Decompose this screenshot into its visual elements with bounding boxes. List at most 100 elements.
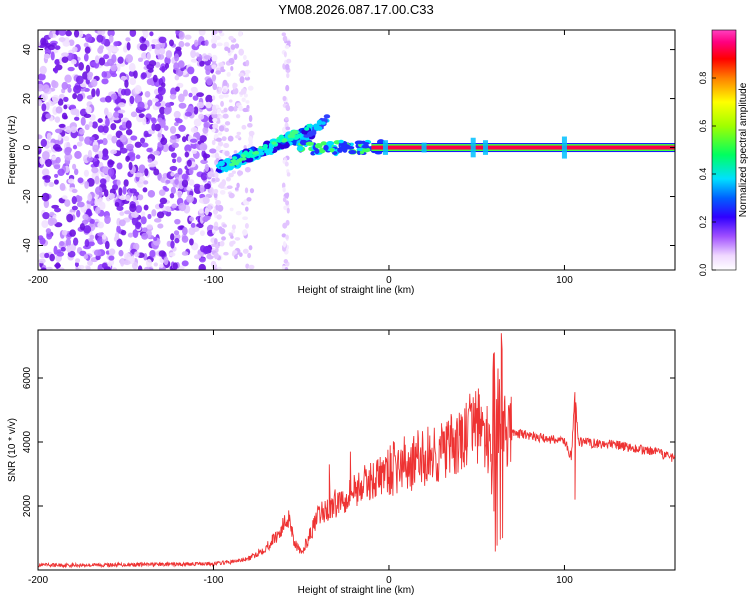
noise-fade-blob: [238, 30, 243, 37]
noise-blob: [87, 193, 93, 202]
noise-blob: [184, 42, 191, 47]
noise-blob: [146, 64, 155, 70]
noise-blob: [53, 164, 61, 170]
noise-blob: [135, 205, 143, 213]
noise-blob: [109, 34, 114, 43]
noise-fade-blob: [219, 240, 225, 247]
noise-blob: [63, 104, 68, 110]
noise-blob: [175, 118, 183, 124]
noise-blob: [178, 102, 187, 109]
noise-fade-blob: [219, 115, 224, 119]
noise-blob: [94, 55, 100, 64]
noise-column-blob: [286, 72, 290, 79]
snr-series-line: [38, 333, 675, 569]
noise-blob: [83, 169, 89, 177]
noise-blob: [84, 239, 90, 248]
ridge-core-blob: [230, 162, 236, 167]
noise-blob: [58, 37, 66, 42]
noise-blob: [82, 213, 89, 221]
noise-fade-blob: [218, 94, 225, 100]
noise-fade-blob: [219, 189, 226, 195]
noise-fade-blob: [228, 192, 235, 199]
noise-blob: [114, 202, 120, 207]
snr-y-tick-label: 4000: [22, 430, 33, 453]
noise-blob: [57, 134, 62, 141]
noise-fade-blob: [242, 229, 248, 236]
ridge-blob: [217, 160, 225, 167]
noise-blob: [118, 219, 126, 227]
noise-blob: [94, 175, 100, 185]
noise-blob: [50, 51, 55, 61]
noise-blob: [85, 265, 91, 270]
noise-fade-blob: [228, 35, 234, 41]
noise-blob: [192, 95, 199, 101]
spectrogram-x-label: Height of straight line (km): [298, 285, 415, 296]
noise-blob: [54, 59, 60, 66]
noise-column-blob: [286, 40, 291, 46]
noise-blob: [123, 260, 131, 266]
noise-blob: [74, 116, 80, 121]
noise-blob: [84, 33, 93, 43]
noise-blob: [189, 138, 198, 143]
ridge-core-blob: [276, 138, 282, 143]
noise-blob: [199, 60, 205, 67]
noise-blob: [118, 187, 123, 196]
noise-fade-blob: [227, 135, 234, 142]
noise-column-blob: [282, 35, 288, 42]
figure-title: YM08.2026.087.17.00.C33: [278, 2, 433, 17]
noise-blob: [38, 41, 41, 47]
noise-blob: [181, 136, 187, 143]
noise-fade-blob: [249, 188, 255, 194]
steady-line-core: [371, 145, 675, 150]
noise-blob: [64, 147, 72, 156]
noise-blob: [49, 211, 55, 217]
noise-blob: [163, 256, 169, 266]
noise-blob: [123, 252, 131, 260]
noise-fade-blob: [225, 176, 231, 182]
colorbar-gradient: [711, 29, 737, 271]
noise-fade-blob: [211, 104, 217, 112]
noise-blob: [194, 52, 200, 57]
colorbar-label: Normalized spectral amplitude: [738, 82, 749, 217]
noise-blob: [137, 101, 145, 111]
spectrogram-y-tick-label: -20: [22, 189, 33, 204]
noise-blob: [41, 150, 50, 160]
noise-blob: [92, 144, 99, 153]
noise-blob: [173, 110, 181, 119]
noise-blob: [43, 199, 50, 209]
noise-column-blob: [282, 197, 287, 203]
noise-blob: [147, 158, 153, 163]
noise-fade-blob: [210, 37, 217, 45]
noise-fade-blob: [248, 245, 253, 251]
noise-blob: [56, 249, 62, 254]
noise-blob: [72, 93, 78, 100]
noise-blob: [199, 184, 205, 193]
noise-fade-blob: [222, 88, 227, 94]
noise-blob: [117, 102, 126, 108]
colorbar-tick-label: 0.0: [698, 264, 708, 277]
noise-blob: [84, 181, 90, 189]
noise-blob: [157, 86, 166, 96]
noise-blob: [164, 62, 170, 69]
noise-fade-blob: [211, 95, 216, 101]
transition-blob: [299, 139, 308, 146]
noise-blob: [53, 66, 59, 74]
noise-blob: [72, 46, 78, 53]
noise-blob: [43, 174, 51, 181]
noise-blob: [75, 75, 84, 85]
noise-fade-blob: [217, 132, 223, 136]
noise-blob: [114, 232, 120, 241]
noise-blob: [133, 70, 138, 79]
noise-blob: [77, 30, 84, 39]
noise-blob: [171, 142, 179, 149]
noise-blob: [64, 74, 72, 83]
transition-blob: [362, 147, 371, 153]
noise-blob: [170, 186, 176, 195]
noise-blob: [181, 251, 189, 256]
noise-blob: [45, 158, 52, 168]
noise-blob: [174, 178, 179, 185]
noise-blob: [73, 85, 82, 94]
snr-y-label: SNR (10 * v/v): [7, 418, 18, 482]
noise-blob: [78, 128, 85, 135]
colorbar-tick-label: 0.6: [698, 120, 708, 133]
